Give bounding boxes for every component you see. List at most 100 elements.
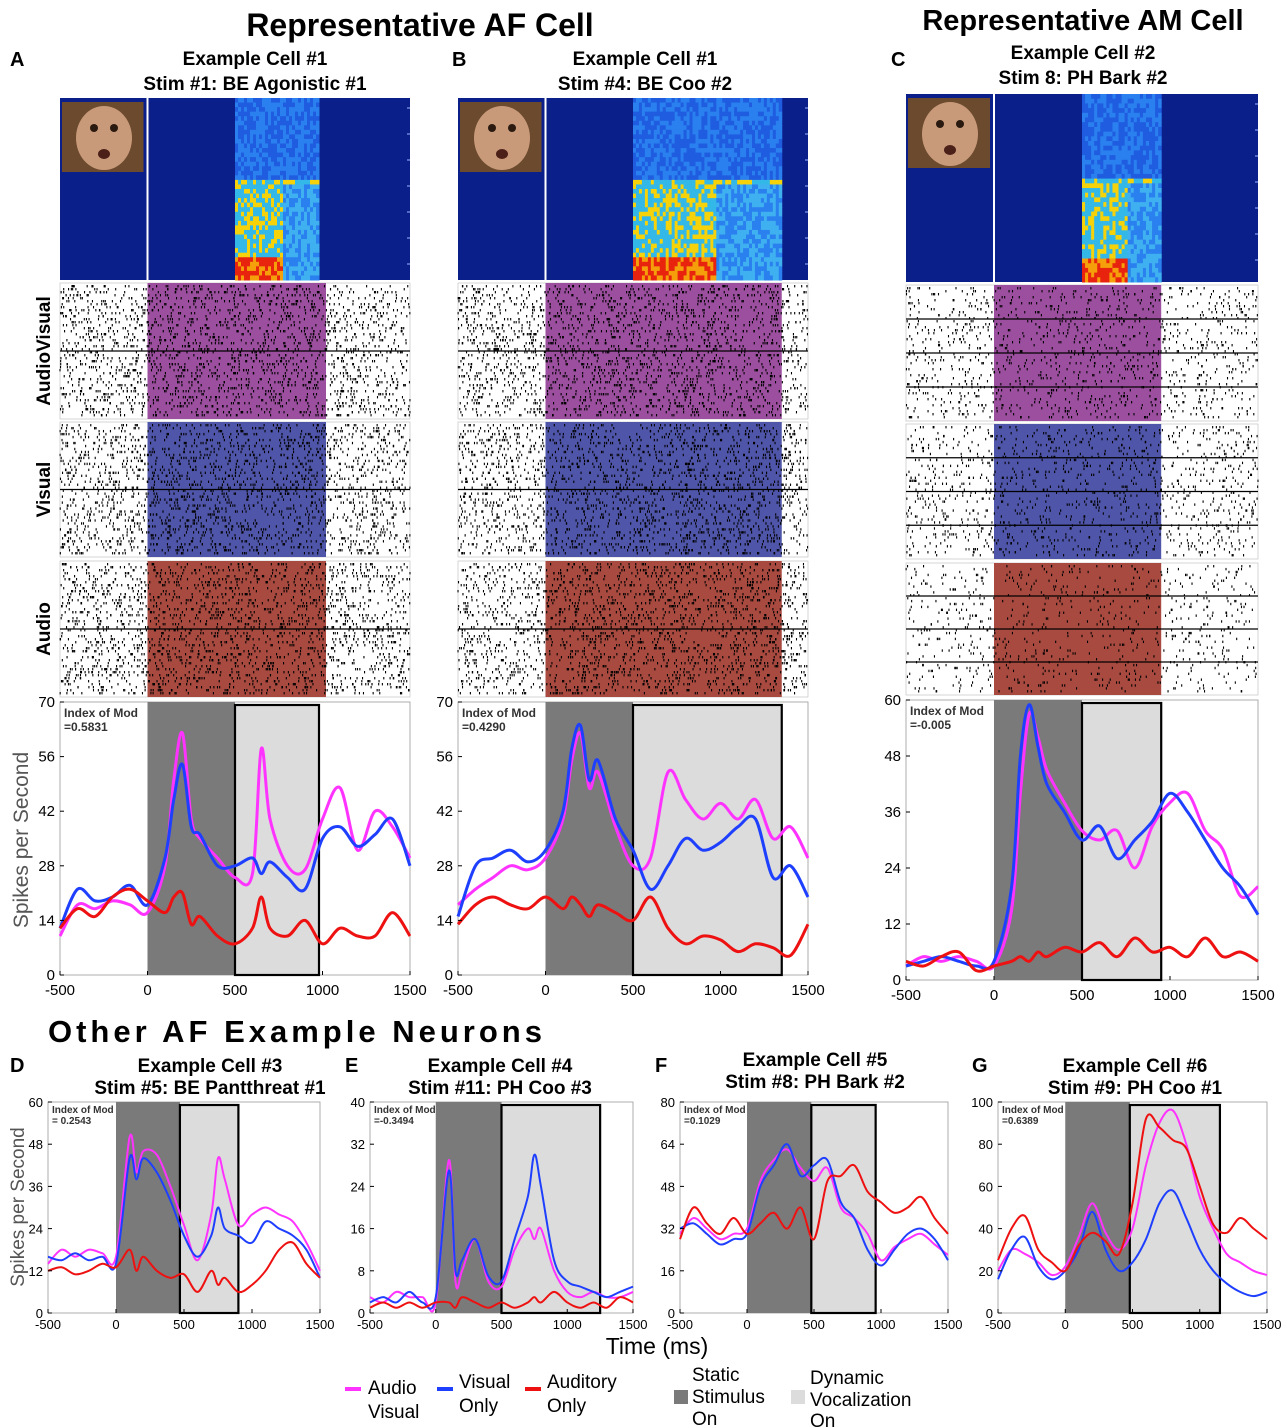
index-of-mod-label: Index of Mod [1002, 1105, 1064, 1116]
series-line-visual [997, 1189, 1268, 1298]
y-axis-label-bottom: Spikes per Second [8, 1127, 29, 1287]
raster-visual: Visual [34, 421, 411, 558]
panel-title: Example Cell #3 [138, 1056, 283, 1077]
panel-subtitle: Stim #9: PH Coo #1 [1048, 1078, 1223, 1099]
x-tick-label: -500 [891, 987, 921, 1004]
y-tick-label: 14 [436, 912, 453, 929]
panel-subtitle: Stim #8: PH Bark #2 [725, 1072, 905, 1093]
y-tick-label: 56 [38, 749, 55, 766]
panel-title: Example Cell #1 [183, 49, 328, 70]
series-line-visual [369, 1153, 634, 1310]
panel-letter: D [10, 1055, 24, 1077]
index-of-mod-label: Index of Mod [374, 1105, 436, 1116]
x-tick-label: 0 [541, 982, 549, 999]
index-of-mod-value: =-0.3494 [374, 1116, 414, 1127]
legend-label: Audio [368, 1378, 417, 1399]
legend-label: Auditory [547, 1372, 617, 1393]
x-tick-label: 0 [432, 1317, 439, 1332]
panel-title: Example Cell #1 [573, 49, 718, 70]
x-tick-label: 500 [1069, 987, 1094, 1004]
y-tick-label: 48 [884, 748, 901, 765]
raster-audiovisual: AudioVisual [34, 282, 411, 420]
index-of-mod-value: = 0.2543 [52, 1116, 92, 1127]
series-line-audiovisual [58, 730, 412, 937]
series-line-visual [905, 703, 1260, 971]
legend-label: Dynamic [810, 1368, 884, 1389]
x-tick-label: 1500 [619, 1317, 648, 1332]
index-of-mod-label: Index of Mod [64, 706, 138, 720]
y-tick-label: 40 [979, 1222, 993, 1237]
y-tick-label: 48 [661, 1179, 675, 1194]
series-line-visual [58, 762, 412, 929]
header-other: Other AF Example Neurons [48, 1014, 546, 1049]
x-tick-label: 500 [491, 1317, 513, 1332]
static-stimulus-region [1065, 1102, 1130, 1313]
monkey-face-image [908, 98, 990, 168]
y-tick-label: 28 [38, 858, 55, 875]
header-af: Representative AF Cell [246, 7, 593, 43]
x-tick-label: -500 [985, 1317, 1011, 1332]
panel-title: Example Cell #6 [1063, 1056, 1208, 1077]
y-tick-label: 0 [358, 1306, 365, 1321]
y-tick-label: 56 [436, 749, 453, 766]
panel-subtitle: Stim #11: PH Coo #3 [408, 1078, 592, 1099]
x-tick-label: -500 [667, 1317, 693, 1332]
legend-label: Visual [459, 1372, 510, 1393]
series-line-audiovisual [679, 1148, 949, 1262]
raster-audio [457, 560, 809, 698]
y-tick-label: 12 [29, 1264, 43, 1279]
y-tick-label: 16 [351, 1222, 365, 1237]
index-of-mod-value: =0.5831 [64, 720, 108, 734]
series-line-audiovisual [369, 1159, 634, 1313]
x-tick-label: 1000 [238, 1317, 267, 1332]
panel-title: Example Cell #4 [428, 1056, 573, 1077]
y-tick-label: 60 [979, 1179, 993, 1194]
y-tick-label: 20 [979, 1264, 993, 1279]
y-tick-label: 8 [358, 1264, 365, 1279]
x-tick-label: -500 [45, 982, 75, 999]
dynamic-vocalization-region [178, 1103, 240, 1315]
index-of-mod-label: Index of Mod [910, 704, 984, 718]
raster-audiovisual [457, 282, 809, 420]
panel-letter: G [972, 1055, 988, 1077]
y-tick-label: 14 [38, 912, 55, 929]
series-line-audio [997, 1113, 1268, 1273]
y-tick-label: 28 [436, 858, 453, 875]
legend-swatch-static [674, 1390, 688, 1404]
dynamic-vocalization-region [631, 703, 783, 977]
dynamic-vocalization-region [500, 1103, 602, 1315]
spectrogram-energy [1082, 94, 1162, 283]
legend-label: Visual [368, 1402, 419, 1423]
y-tick-label: 24 [29, 1222, 43, 1237]
static-stimulus-region [116, 1102, 180, 1313]
static-stimulus-region [147, 702, 235, 975]
y-tick-label: 80 [661, 1095, 675, 1110]
y-tick-label: 24 [884, 860, 901, 877]
legend-label: Only [459, 1396, 499, 1417]
y-tick-label: 48 [29, 1137, 43, 1152]
x-tick-label: 1000 [867, 1317, 896, 1332]
series-line-visual [679, 1143, 949, 1267]
y-tick-label: 100 [971, 1095, 993, 1110]
legend-label: On [810, 1411, 835, 1428]
panel-letter: A [10, 49, 24, 71]
index-of-mod-label: Index of Mod [52, 1105, 114, 1116]
panel-title: Example Cell #5 [743, 1050, 888, 1071]
x-tick-label: 0 [743, 1317, 750, 1332]
y-tick-label: 0 [893, 972, 901, 989]
x-axis-label: Time (ms) [606, 1333, 709, 1359]
x-tick-label: 1500 [934, 1317, 963, 1332]
y-tick-label: 64 [661, 1137, 675, 1152]
legend-label: Only [547, 1396, 587, 1417]
series-line-audiovisual [905, 710, 1259, 971]
panel-subtitle: Stim #4: BE Coo #2 [558, 74, 732, 95]
x-tick-label: -500 [35, 1317, 61, 1332]
legend-label: On [692, 1409, 717, 1428]
y-tick-label: 0 [445, 967, 453, 984]
x-tick-label: 1000 [704, 982, 737, 999]
series-line-audiovisual [456, 730, 810, 906]
x-tick-label: 500 [620, 982, 645, 999]
y-tick-label: 12 [884, 916, 901, 933]
x-tick-label: 1500 [306, 1317, 335, 1332]
